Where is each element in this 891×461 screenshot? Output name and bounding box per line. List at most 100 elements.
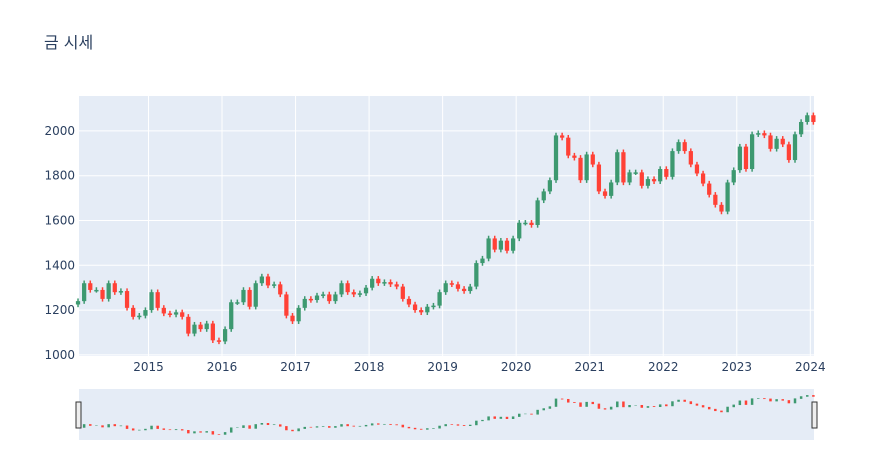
candle[interactable] bbox=[713, 192, 718, 208]
candle[interactable] bbox=[149, 289, 154, 313]
candle[interactable] bbox=[296, 305, 301, 324]
candle[interactable] bbox=[302, 296, 307, 311]
candle[interactable] bbox=[762, 130, 767, 139]
candle[interactable] bbox=[124, 288, 130, 311]
candle[interactable] bbox=[743, 143, 749, 172]
candle[interactable] bbox=[590, 151, 595, 168]
candle[interactable] bbox=[468, 283, 473, 294]
candle[interactable] bbox=[241, 287, 246, 305]
candle[interactable] bbox=[517, 220, 522, 242]
candle[interactable] bbox=[363, 285, 369, 296]
candle[interactable] bbox=[676, 139, 681, 154]
candle[interactable] bbox=[627, 169, 632, 186]
candle[interactable] bbox=[106, 280, 111, 302]
candle[interactable] bbox=[94, 287, 99, 293]
candle[interactable] bbox=[756, 130, 761, 137]
candle[interactable] bbox=[235, 299, 240, 305]
candle[interactable] bbox=[596, 161, 602, 195]
candle[interactable] bbox=[694, 161, 700, 177]
candle[interactable] bbox=[333, 291, 338, 304]
candle[interactable] bbox=[186, 314, 191, 337]
candle[interactable] bbox=[357, 290, 363, 298]
candle[interactable] bbox=[560, 132, 565, 141]
candle[interactable] bbox=[541, 188, 546, 204]
candle[interactable] bbox=[774, 136, 779, 152]
candle[interactable] bbox=[529, 220, 534, 228]
candle[interactable] bbox=[278, 281, 283, 298]
candle[interactable] bbox=[388, 279, 393, 288]
candle[interactable] bbox=[88, 280, 93, 293]
candle[interactable] bbox=[688, 148, 693, 168]
candle[interactable] bbox=[327, 291, 332, 304]
candle[interactable] bbox=[700, 170, 706, 187]
candle[interactable] bbox=[155, 289, 160, 311]
candle[interactable] bbox=[621, 149, 626, 186]
candle[interactable] bbox=[535, 197, 540, 228]
candle[interactable] bbox=[553, 132, 559, 183]
candle[interactable] bbox=[431, 302, 436, 310]
candle[interactable] bbox=[474, 260, 479, 290]
candle[interactable] bbox=[222, 326, 228, 345]
candle[interactable] bbox=[406, 296, 412, 308]
candle[interactable] bbox=[339, 280, 344, 298]
candle[interactable] bbox=[731, 167, 736, 186]
candle[interactable] bbox=[137, 313, 142, 320]
candle[interactable] bbox=[112, 280, 117, 295]
candle[interactable] bbox=[204, 320, 209, 332]
candle[interactable] bbox=[749, 131, 755, 172]
candle[interactable] bbox=[247, 287, 252, 310]
candle[interactable] bbox=[449, 280, 454, 288]
candle[interactable] bbox=[75, 298, 81, 308]
candle[interactable] bbox=[768, 132, 773, 152]
candle[interactable] bbox=[425, 304, 430, 316]
candle[interactable] bbox=[314, 292, 320, 303]
candle[interactable] bbox=[805, 112, 810, 125]
candle[interactable] bbox=[394, 281, 399, 290]
candle[interactable] bbox=[707, 180, 712, 198]
candle[interactable] bbox=[173, 309, 179, 318]
candle[interactable] bbox=[566, 134, 571, 159]
candle[interactable] bbox=[167, 310, 173, 318]
range-slider-left-handle[interactable] bbox=[75, 401, 82, 429]
candle[interactable] bbox=[216, 337, 222, 345]
candle[interactable] bbox=[461, 286, 467, 294]
candle[interactable] bbox=[486, 235, 491, 262]
candle[interactable] bbox=[161, 305, 166, 317]
candle[interactable] bbox=[615, 149, 620, 186]
candle[interactable] bbox=[419, 307, 424, 316]
candle[interactable] bbox=[609, 179, 614, 199]
candle[interactable] bbox=[271, 281, 277, 289]
candle[interactable] bbox=[284, 291, 289, 319]
candle[interactable] bbox=[253, 280, 258, 310]
candle[interactable] bbox=[143, 307, 148, 319]
plot-area[interactable] bbox=[79, 96, 814, 356]
candle[interactable] bbox=[290, 313, 295, 324]
candle[interactable] bbox=[437, 289, 442, 309]
candle[interactable] bbox=[584, 151, 589, 183]
candle[interactable] bbox=[382, 279, 387, 286]
candle[interactable] bbox=[504, 237, 510, 254]
candle[interactable] bbox=[792, 131, 798, 163]
candle[interactable] bbox=[370, 276, 375, 291]
candle[interactable] bbox=[118, 288, 124, 295]
candle[interactable] bbox=[639, 169, 644, 189]
candle[interactable] bbox=[345, 280, 350, 295]
candle[interactable] bbox=[498, 237, 503, 253]
candle[interactable] bbox=[455, 281, 461, 292]
candle[interactable] bbox=[682, 139, 687, 154]
candle[interactable] bbox=[265, 273, 271, 289]
candle[interactable] bbox=[523, 220, 528, 226]
candle[interactable] bbox=[259, 273, 264, 286]
candle[interactable] bbox=[412, 301, 418, 313]
candle[interactable] bbox=[725, 179, 730, 215]
candle[interactable] bbox=[572, 152, 577, 161]
range-slider-right-handle[interactable] bbox=[811, 401, 818, 429]
candle[interactable] bbox=[308, 296, 314, 303]
candle[interactable] bbox=[510, 235, 516, 254]
candle[interactable] bbox=[492, 235, 497, 253]
candle[interactable] bbox=[670, 148, 675, 180]
candle[interactable] bbox=[480, 255, 485, 266]
candle[interactable] bbox=[351, 289, 356, 298]
candle[interactable] bbox=[780, 136, 785, 148]
